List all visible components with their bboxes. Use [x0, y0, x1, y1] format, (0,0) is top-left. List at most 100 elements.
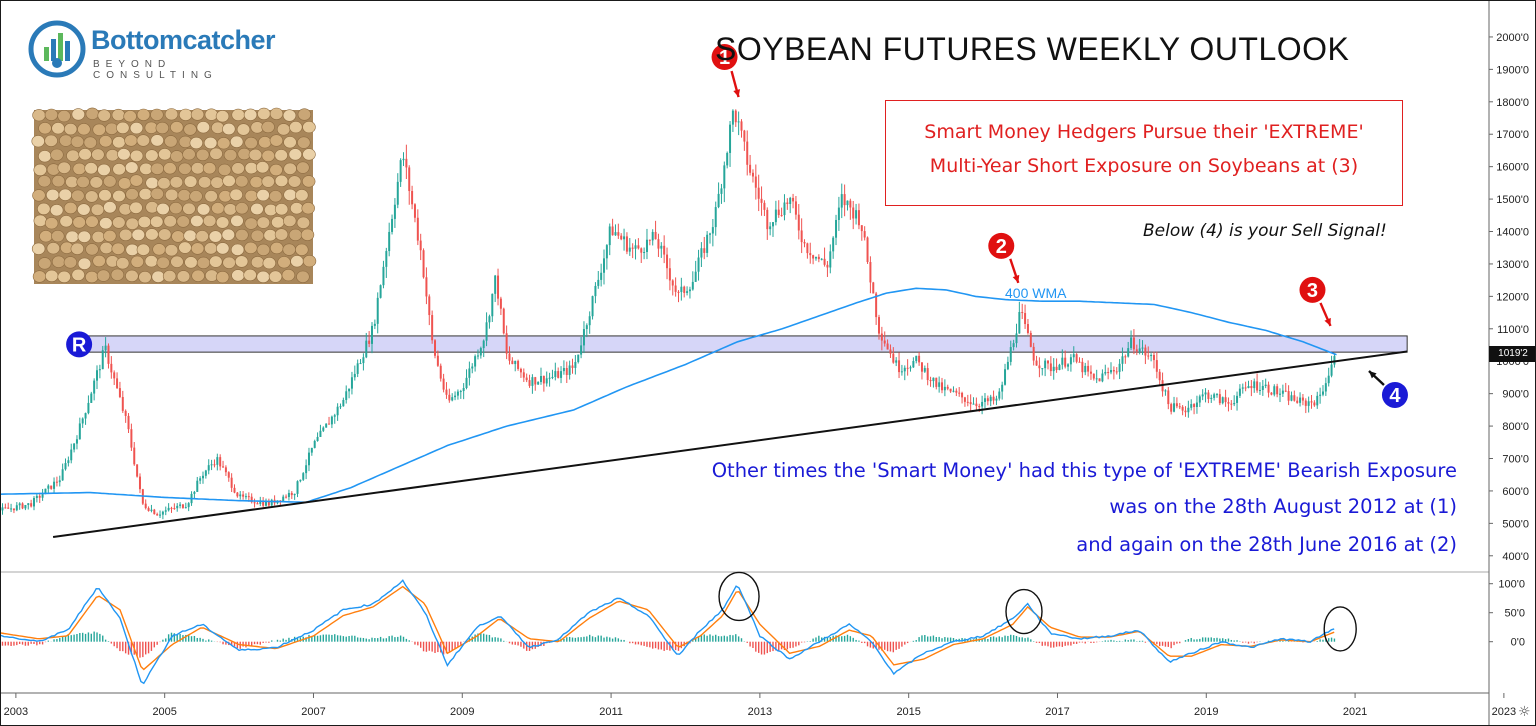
candle-body	[1301, 397, 1304, 401]
candle-body	[1273, 386, 1276, 395]
candle-body	[1147, 355, 1150, 357]
soybean	[44, 269, 59, 283]
candle-body	[548, 377, 551, 379]
soybean	[31, 242, 46, 255]
candle-body	[648, 239, 651, 241]
current-price-tag: 1019'2	[1489, 346, 1535, 362]
candle-body	[396, 181, 399, 205]
soybean	[182, 202, 196, 215]
soybean	[230, 135, 244, 148]
soybean	[117, 148, 131, 161]
soybean	[139, 162, 153, 175]
soybean	[244, 136, 258, 150]
soybean	[268, 270, 283, 283]
candle-body	[32, 497, 35, 507]
candle-body	[1224, 397, 1227, 403]
grid-layer	[1, 1, 1490, 725]
candle-body	[620, 235, 623, 240]
candle-body	[348, 388, 351, 392]
soybean	[183, 123, 197, 136]
candle-body	[923, 368, 926, 372]
candle-body	[1026, 324, 1029, 333]
soybean	[195, 230, 209, 243]
soybean	[98, 135, 113, 148]
time-tick-label: 2021	[1343, 706, 1367, 718]
candle-body	[1049, 363, 1052, 372]
soybean	[37, 202, 51, 215]
soybean	[222, 256, 236, 269]
candle-body	[1081, 361, 1084, 373]
candle-body	[285, 496, 288, 498]
candle-body	[181, 504, 184, 508]
candle-body	[153, 509, 156, 515]
candle-body	[1095, 378, 1098, 380]
candle-body	[1052, 366, 1055, 372]
candle-body	[938, 382, 941, 387]
candle-body	[1144, 347, 1147, 356]
soybean	[65, 175, 79, 189]
candle-body	[660, 245, 663, 249]
callout-box: Smart Money Hedgers Pursue their 'EXTREM…	[885, 100, 1403, 206]
candle-body	[969, 402, 972, 405]
time-tick-label: 2011	[599, 706, 623, 718]
candle-body	[216, 457, 219, 465]
candle-body	[1241, 387, 1244, 389]
soybean	[150, 187, 164, 200]
candle-body	[522, 372, 525, 378]
candle-body	[305, 465, 308, 474]
candle-body	[1175, 403, 1178, 407]
candle-body	[608, 226, 611, 246]
candle-body	[368, 340, 371, 344]
marker-3-label: 3	[1307, 280, 1318, 302]
candle-body	[1167, 390, 1170, 405]
candle-body	[345, 391, 348, 400]
soybean	[112, 163, 126, 176]
soybean	[288, 148, 302, 161]
candle-body	[224, 467, 227, 473]
soybean	[302, 120, 316, 134]
soybean	[256, 189, 270, 202]
candle-body	[714, 207, 717, 228]
indicator-tick-label: 0'0	[1511, 637, 1525, 649]
settings-gear-icon[interactable]: ☼	[1518, 704, 1531, 720]
soybean	[32, 109, 46, 122]
candle-body	[339, 406, 342, 408]
candle-body	[67, 460, 70, 464]
candle-body	[517, 360, 520, 369]
candle-body	[328, 423, 331, 425]
soybean	[258, 136, 272, 149]
candle-body	[1044, 360, 1047, 369]
candle-body	[1215, 394, 1218, 396]
candle-body	[391, 218, 394, 232]
candle-body	[514, 360, 517, 365]
candle-body	[708, 233, 711, 235]
candle-body	[723, 165, 726, 189]
soybean	[300, 228, 315, 241]
candle-body	[643, 251, 646, 253]
soybean	[170, 150, 184, 163]
candle-body	[1130, 337, 1133, 349]
candle-body	[814, 256, 817, 259]
macd-histogram	[1, 631, 1336, 658]
soybean	[99, 241, 114, 255]
price-tick-label: 400'0	[1502, 551, 1529, 563]
candle-body	[623, 236, 626, 240]
candle-body	[1333, 356, 1336, 365]
candle-body	[1, 507, 4, 511]
candle-body	[476, 355, 479, 357]
marker-2-badge	[988, 232, 1015, 259]
candle-body	[1009, 347, 1012, 362]
candle-body	[376, 297, 379, 324]
candle-body	[310, 447, 313, 453]
soybean	[210, 176, 224, 189]
candle-body	[196, 480, 199, 492]
soybean	[243, 108, 258, 121]
candle-body	[176, 505, 179, 509]
marker-1-label: 1	[719, 47, 730, 69]
candle-body	[1253, 381, 1256, 389]
candle-body	[797, 214, 800, 231]
candle-body	[866, 237, 869, 263]
candle-body	[167, 507, 170, 511]
soybean	[256, 243, 271, 256]
candle-body	[207, 465, 210, 471]
